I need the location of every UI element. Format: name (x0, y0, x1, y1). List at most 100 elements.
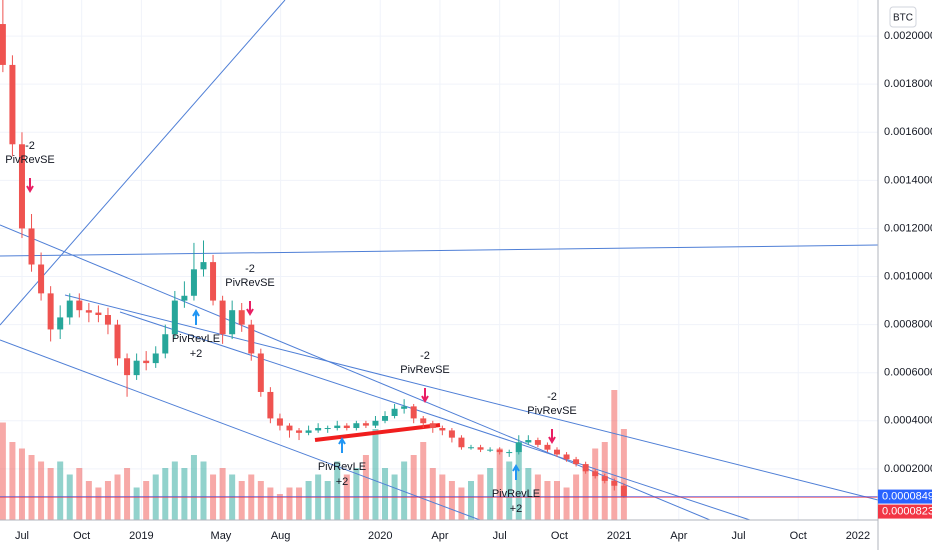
signal-label: PivRevSE (527, 405, 577, 417)
candles (0, 0, 627, 498)
candle-body (439, 428, 446, 431)
candle-body (38, 264, 45, 294)
volume-bar (296, 487, 303, 520)
grid (0, 0, 878, 520)
volume-bar (429, 468, 436, 520)
signal-qty: +2 (336, 476, 349, 488)
y-tick-label: 0.0010000 (884, 270, 932, 282)
candle-body (544, 444, 551, 450)
currency-label: BTC (893, 13, 913, 24)
volume-bar (544, 481, 551, 520)
candle-body (496, 449, 503, 453)
volume-bar (104, 481, 111, 520)
volume-bar (181, 468, 188, 520)
channel-line (0, 224, 711, 521)
x-tick-label: Jul (493, 530, 507, 542)
candle-body (334, 425, 341, 429)
candle-body (296, 430, 303, 433)
volume-bar (257, 481, 264, 520)
highlight-line (314, 423, 441, 442)
candle-body (401, 406, 408, 409)
x-tick-label: 2022 (846, 530, 870, 542)
candle-body (114, 324, 121, 359)
candle-body (592, 471, 599, 477)
candle-body (9, 64, 16, 145)
volume-bar (124, 468, 131, 520)
x-tick-label: Aug (271, 530, 291, 542)
candle-body (219, 300, 226, 335)
volume-bar (305, 481, 312, 520)
volume-bar (0, 422, 6, 520)
candle-body (525, 440, 532, 443)
signal-label: PivRevSE (400, 364, 450, 376)
volume-bar (525, 468, 532, 520)
volume-bar (487, 468, 494, 520)
y-tick-label: 0.0014000 (884, 174, 932, 186)
volume-bar (496, 448, 503, 520)
signal-arrow (512, 464, 520, 480)
currency-badge[interactable] (889, 6, 917, 28)
candle-body (143, 360, 150, 364)
signal-arrow (421, 388, 429, 403)
signal-label: PivRevLE (172, 333, 220, 345)
candle-body (611, 480, 618, 486)
candle-body (582, 464, 589, 472)
volume-bar (468, 481, 475, 520)
candle-body (133, 360, 140, 376)
volume-bar (57, 461, 64, 520)
candle-body (305, 430, 312, 433)
candle-body (76, 300, 83, 311)
x-tick-label: Jul (15, 530, 29, 542)
candle-body (124, 358, 131, 376)
volume-bar (267, 487, 274, 520)
signal-qty: -2 (420, 350, 430, 362)
volume-bar (238, 481, 245, 520)
channel-line (0, 339, 481, 521)
signal-qty: +2 (190, 348, 203, 360)
signal-arrow (548, 429, 556, 444)
volume-bar (28, 455, 35, 520)
candle-body (181, 295, 188, 301)
signal-label: PivRevSE (5, 154, 55, 166)
price-axis-bg (878, 0, 932, 550)
price-label: 0.0000823 (882, 505, 932, 517)
volume-bar (372, 429, 379, 520)
channel-line (119, 311, 751, 521)
candle-body (601, 476, 608, 481)
candle-body (429, 423, 436, 429)
candle-body (468, 447, 475, 449)
signal-label: PivRevSE (225, 277, 275, 289)
candle-body (553, 449, 560, 455)
candle-body (162, 334, 169, 354)
volume-bar (410, 455, 417, 520)
x-tick-label: Oct (551, 530, 568, 542)
candle-body (506, 452, 513, 454)
axes: 0.0002000 0.0004000 0.0006000 0.0008000 0.00… (15, 30, 932, 542)
candle-body (286, 425, 293, 431)
candle-body (448, 430, 455, 438)
volume-bar (362, 455, 369, 520)
x-tick-label: Oct (790, 530, 807, 542)
volume-bar (276, 494, 283, 520)
candle-body (66, 300, 73, 318)
volume-bar (611, 390, 618, 520)
signal-label: PivRevLE (492, 488, 540, 500)
volume-bar (582, 468, 589, 520)
candle-body (372, 420, 379, 426)
signal-qty: +2 (510, 503, 523, 515)
price-label: 0.0000849 (882, 490, 932, 502)
candle-body (257, 353, 264, 392)
signal-arrow (26, 178, 34, 193)
volume-bar (200, 461, 207, 520)
candle-body (28, 228, 35, 265)
volume-bar (133, 487, 140, 520)
volume-bar (401, 461, 408, 520)
candle-body (104, 315, 111, 325)
candle-body (152, 353, 159, 364)
candle-body (210, 262, 217, 301)
annotations: -2 PivRevSE PivRevLE +2 -2 PivRevSE PivRevLE +2… (5, 140, 577, 515)
volume-bar (458, 487, 465, 520)
x-tick-label: 2020 (368, 530, 392, 542)
candle-body (343, 425, 350, 429)
